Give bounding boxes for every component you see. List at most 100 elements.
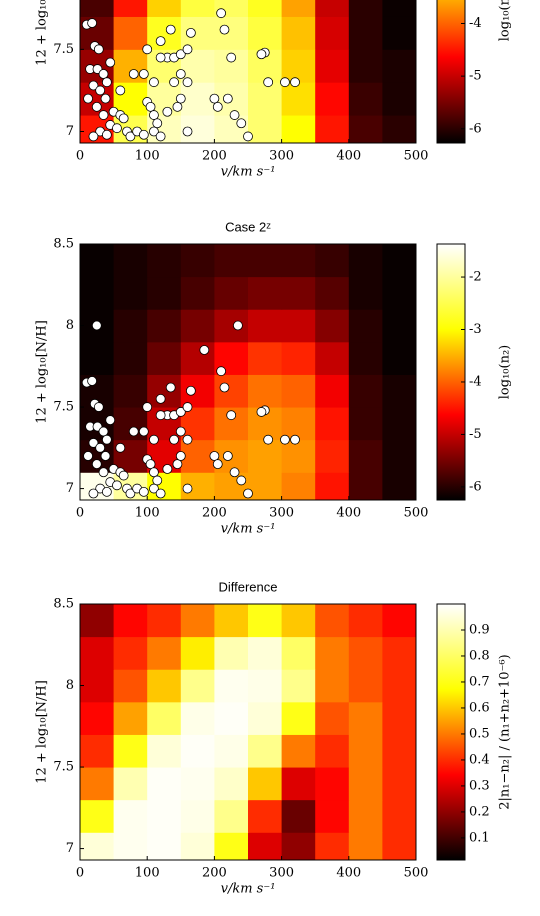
heat-cell xyxy=(113,734,148,768)
heat-cell xyxy=(382,701,416,735)
heat-cell xyxy=(180,734,215,768)
heat-cell xyxy=(248,276,283,310)
colorbar-tick-label: -4 xyxy=(469,16,482,31)
scatter-point xyxy=(236,475,247,486)
scatter-point xyxy=(172,459,183,470)
heat-cell xyxy=(315,439,350,473)
heat-cell xyxy=(382,374,416,408)
y-tick-label: 8 xyxy=(66,318,74,333)
scatter-point xyxy=(101,129,112,140)
heat-cell xyxy=(348,734,383,768)
heat-cell xyxy=(147,309,182,343)
scatter-point xyxy=(165,24,176,35)
scatter-point xyxy=(182,402,193,412)
heat-cell xyxy=(348,309,383,343)
heat-cell xyxy=(248,669,283,703)
heat-cell xyxy=(382,49,416,83)
heat-cell xyxy=(248,374,283,408)
heat-cell xyxy=(281,49,316,83)
heat-cell xyxy=(80,244,115,278)
scatter-point xyxy=(87,18,97,28)
heat-cell xyxy=(348,701,383,735)
heat-cell xyxy=(113,604,148,638)
scatter-point xyxy=(100,93,111,104)
heat-cell xyxy=(348,767,383,801)
scatter-point xyxy=(216,8,227,19)
scatter-point xyxy=(149,110,159,120)
heat-cell xyxy=(248,16,283,50)
heat-cell xyxy=(382,472,416,500)
x-tick-label: 0 xyxy=(76,506,84,521)
scatter-point xyxy=(95,442,106,453)
scatter-point xyxy=(115,442,126,453)
heat-cell xyxy=(281,767,316,801)
scatter-point xyxy=(162,106,173,117)
heat-cell xyxy=(80,767,115,801)
colorbar-tick-label: -3 xyxy=(469,322,482,337)
heat-cell xyxy=(281,115,316,143)
heat-cell xyxy=(248,0,283,17)
heat-cell xyxy=(315,669,350,703)
y-tick-label: 7.5 xyxy=(53,760,74,775)
heat-cell xyxy=(113,244,148,278)
heat-cell xyxy=(248,734,283,768)
heat-cell xyxy=(348,669,383,703)
scatter-point xyxy=(175,451,186,461)
heat-cell xyxy=(348,341,383,375)
scatter-point xyxy=(182,483,193,494)
heat-cell xyxy=(348,374,383,408)
heat-cell xyxy=(348,439,383,473)
scatter-point xyxy=(91,101,102,112)
scatter-point xyxy=(142,44,153,55)
y-tick-label: 7.5 xyxy=(53,42,74,57)
heat-cell xyxy=(315,701,350,735)
scatter-point xyxy=(162,464,173,474)
colorbar xyxy=(436,0,466,144)
heat-cell xyxy=(180,309,215,343)
scatter-point xyxy=(101,434,112,445)
scatter-point xyxy=(256,49,267,60)
colorbar-tick-label: 0.1 xyxy=(469,830,490,845)
scatter-point xyxy=(155,52,166,63)
heat-cell xyxy=(281,407,316,441)
scatter-point xyxy=(175,93,186,104)
heat-cell xyxy=(113,341,148,375)
x-axis-label: v/km s⁻¹ xyxy=(221,522,276,537)
heat-cell xyxy=(348,244,383,278)
heat-cell xyxy=(315,16,350,50)
scatter-point xyxy=(91,320,102,331)
scatter-point xyxy=(222,451,233,461)
heat-cell xyxy=(248,309,283,343)
y-axis-label: 12 + log₁₀[N/H] xyxy=(35,680,50,784)
heat-cell xyxy=(281,439,316,473)
scatter-point xyxy=(172,101,183,112)
heat-cell xyxy=(214,701,249,735)
heat-cell xyxy=(382,799,416,833)
scatter-point xyxy=(169,77,179,88)
heat-cell xyxy=(348,0,383,17)
scatter-point xyxy=(128,69,139,79)
heat-cell xyxy=(382,244,416,278)
scatter-point xyxy=(256,407,267,417)
scatter-point xyxy=(169,434,179,445)
heat-cell xyxy=(248,767,283,801)
heat-cell xyxy=(147,799,182,833)
scatter-point xyxy=(105,57,116,68)
scatter-point xyxy=(125,131,136,142)
colorbar-label: 2|n₁−n₂| / (n₁+n₂+10⁻⁶) xyxy=(498,654,513,809)
heat-cell xyxy=(281,472,316,500)
heat-cell xyxy=(315,832,350,860)
scatter-point xyxy=(83,93,93,104)
heat-cell xyxy=(382,604,416,638)
scatter-point xyxy=(125,488,136,499)
heat-cell xyxy=(147,701,182,735)
heat-cell xyxy=(281,799,316,833)
scatter-point xyxy=(185,27,196,38)
scatter-point xyxy=(112,480,122,491)
heat-cell xyxy=(180,276,215,310)
scatter-point xyxy=(83,451,93,461)
scatter-point xyxy=(226,52,237,63)
x-tick-label: 500 xyxy=(404,149,429,164)
scatter-point xyxy=(145,459,156,470)
x-tick-label: 200 xyxy=(202,149,227,164)
